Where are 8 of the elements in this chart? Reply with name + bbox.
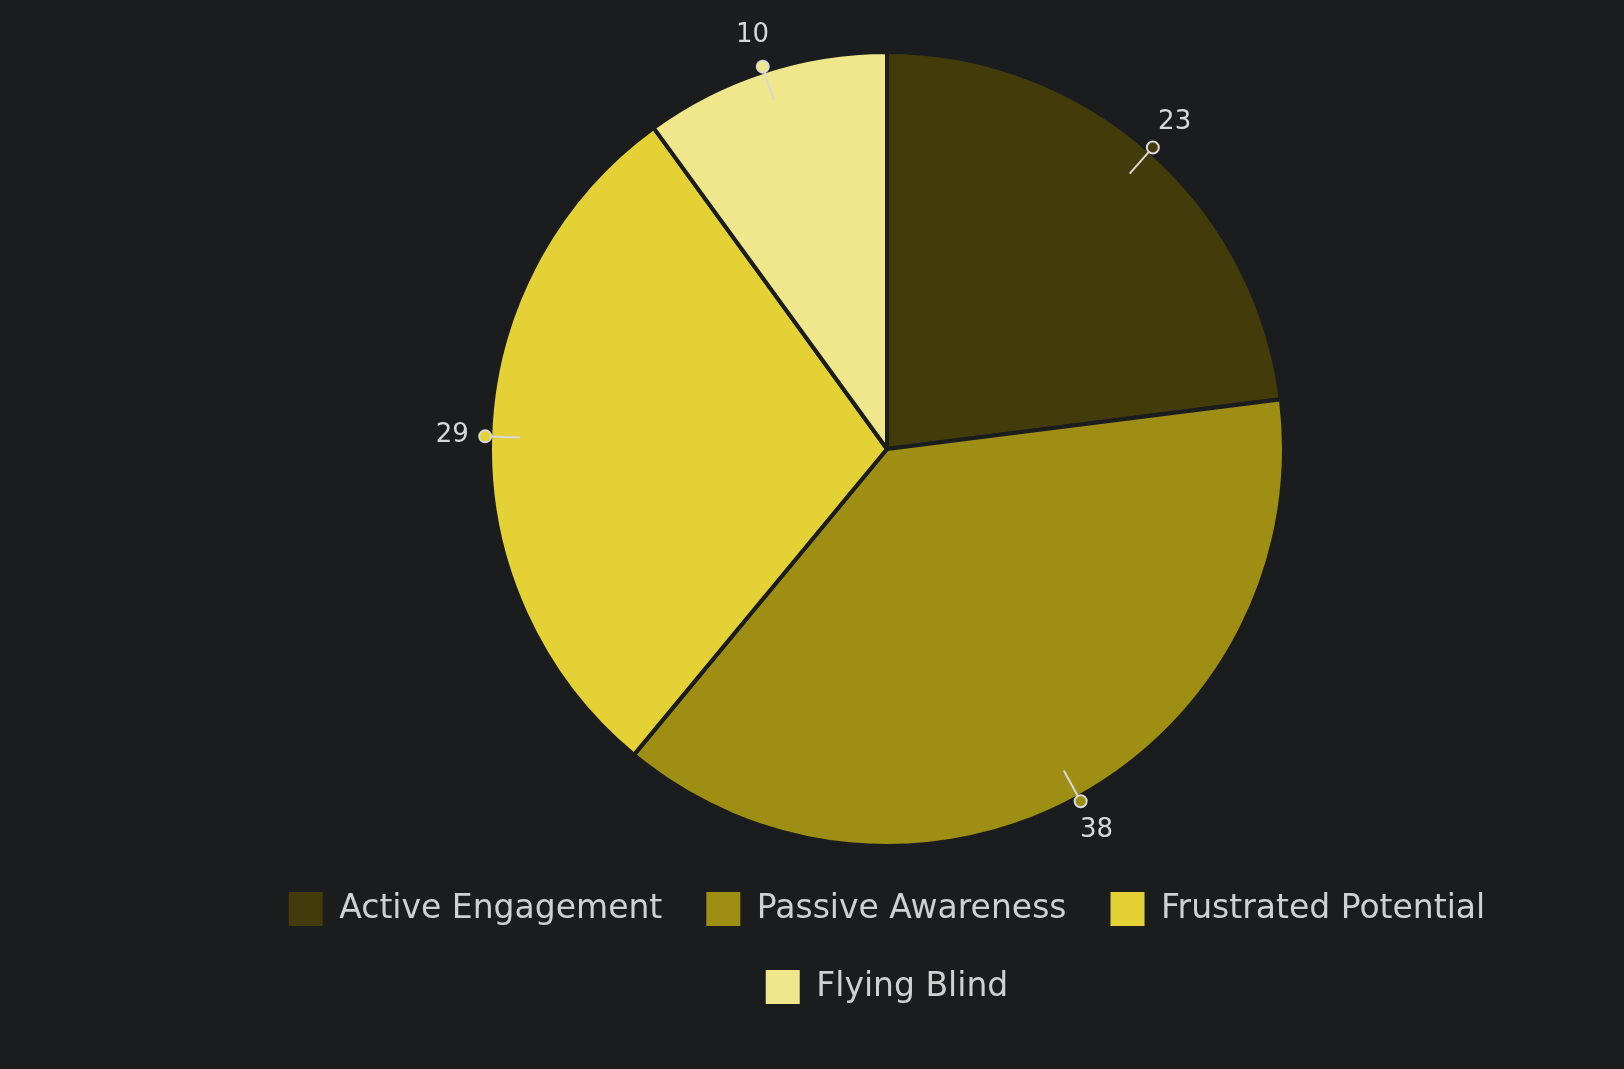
data-label: 29 — [435, 418, 469, 449]
legend-label: Active Engagement — [339, 886, 663, 926]
legend-label: Passive Awareness — [756, 886, 1067, 926]
legend-label: Frustrated Potential — [1161, 886, 1486, 926]
data-label: 10 — [736, 18, 770, 49]
legend-label: Flying Blind — [816, 964, 1009, 1004]
data-label: 38 — [1080, 812, 1114, 843]
data-label: 23 — [1158, 105, 1192, 136]
